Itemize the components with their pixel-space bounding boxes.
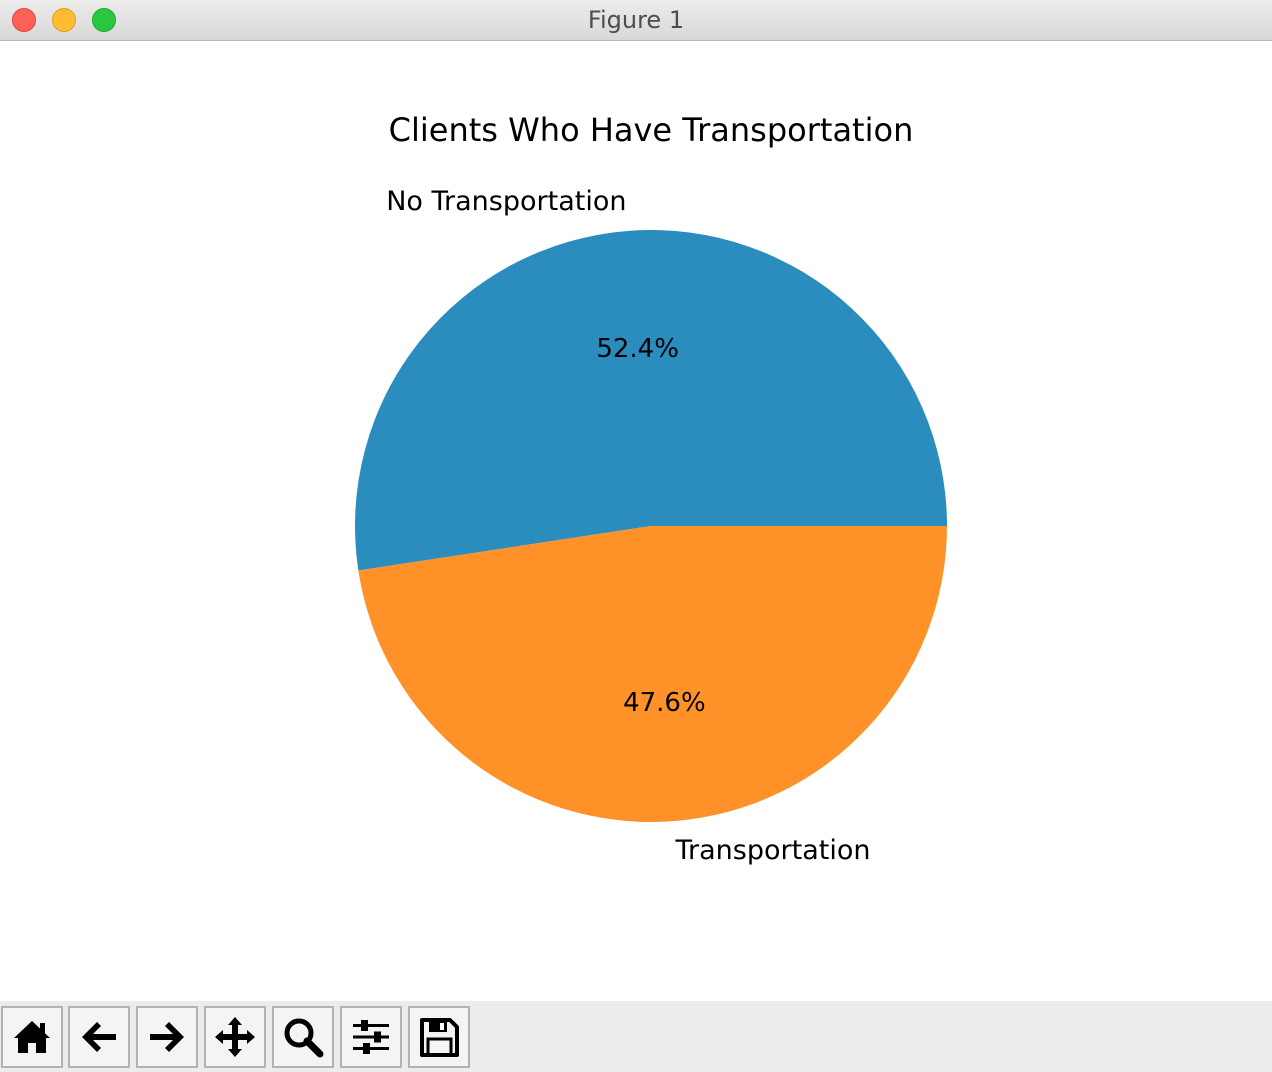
minimize-window-button[interactable] <box>52 8 76 32</box>
move-icon <box>215 1017 255 1057</box>
pie-category-label-0: No Transportation <box>386 186 626 217</box>
magnifier-icon <box>284 1018 324 1058</box>
home-button[interactable] <box>1 1006 63 1068</box>
home-icon <box>14 1021 50 1053</box>
save-button[interactable] <box>408 1006 470 1068</box>
floppy-disk-icon <box>420 1018 459 1057</box>
window-title: Figure 1 <box>587 6 685 34</box>
maximize-window-button[interactable] <box>92 8 116 32</box>
close-window-button[interactable] <box>12 8 36 32</box>
navigation-toolbar <box>0 1001 1272 1072</box>
pie-chart: Clients Who Have Transportation 52.4% 47.… <box>355 111 947 866</box>
arrow-left-icon <box>82 1022 116 1052</box>
window-titlebar: Figure 1 <box>0 0 1272 41</box>
pie-category-label-1: Transportation <box>675 835 871 866</box>
pie-pct-label-1: 47.6% <box>623 688 706 718</box>
chart-title: Clients Who Have Transportation <box>389 111 914 149</box>
pie-slice-0 <box>355 229 947 571</box>
arrow-right-icon <box>150 1022 184 1052</box>
pie-slice-1 <box>358 526 947 822</box>
forward-button[interactable] <box>136 1006 198 1068</box>
pan-button[interactable] <box>204 1006 266 1068</box>
back-button[interactable] <box>68 1006 130 1068</box>
configure-subplots-button[interactable] <box>340 1006 402 1068</box>
sliders-icon <box>353 1020 389 1054</box>
zoom-button[interactable] <box>272 1006 334 1068</box>
pie-pct-label-0: 52.4% <box>596 334 679 364</box>
figure-canvas: Clients Who Have Transportation 52.4% 47.… <box>0 41 1272 1001</box>
